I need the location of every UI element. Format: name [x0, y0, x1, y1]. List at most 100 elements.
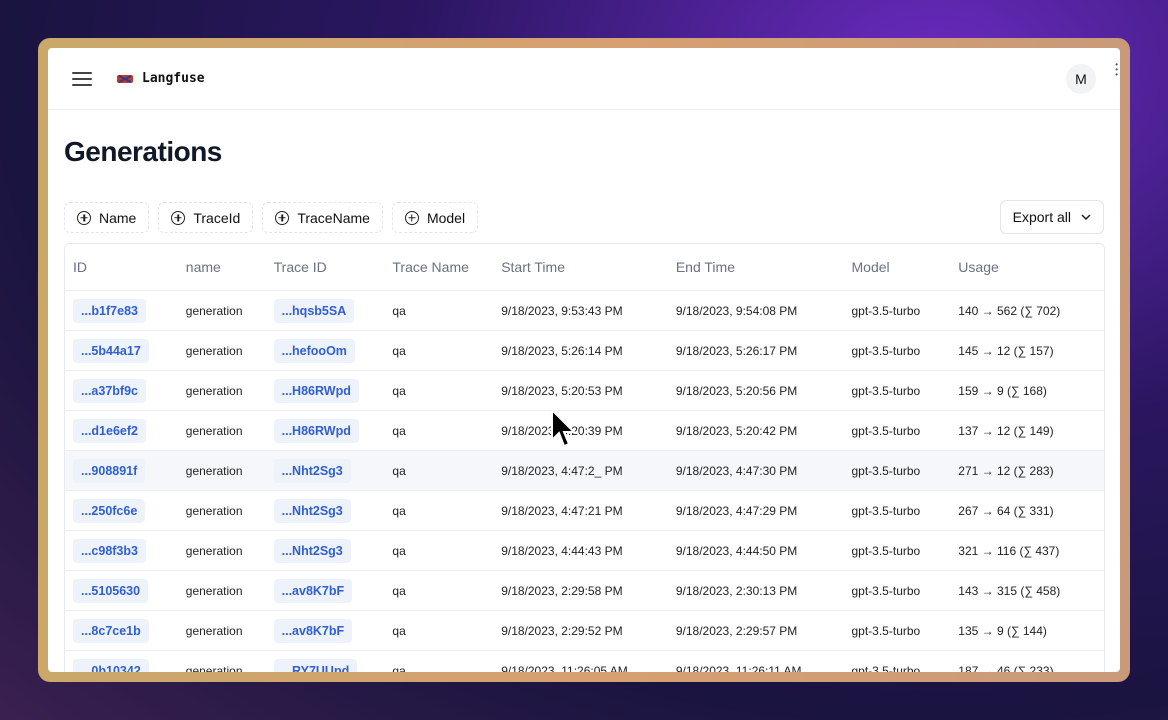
filter-name-button[interactable]: Name — [64, 202, 150, 233]
filter-tracename-button[interactable]: TraceName — [262, 202, 383, 233]
top-bar: Langfuse M — [48, 48, 1120, 110]
table-cell: qa — [392, 343, 406, 358]
column-header[interactable]: Usage — [958, 259, 999, 275]
trace-id-link[interactable]: ...Nht2Sg3 — [273, 458, 351, 483]
table-cell: qa — [392, 383, 406, 398]
table-cell: 9/18/2023, 5:20:42 PM — [675, 423, 798, 438]
table-cell: qa — [392, 423, 406, 438]
column-header[interactable]: ID — [73, 259, 87, 275]
column-header[interactable]: name — [185, 259, 221, 275]
generation-id-link[interactable]: ...a37bf9c — [73, 378, 146, 403]
export-label: Export all — [1012, 209, 1071, 225]
column-header[interactable]: Trace Name — [392, 259, 469, 275]
window-more-icon[interactable]: • • • — [1115, 60, 1118, 79]
generation-id-link[interactable]: ...b1f7e83 — [73, 298, 146, 323]
table-cell: 9/18/2023, 5:20:56 PM — [675, 383, 798, 398]
table-cell: gpt-3.5-turbo — [851, 383, 921, 398]
column-header[interactable]: End Time — [675, 259, 735, 275]
table-row[interactable]: ...0b10342 generation ...RY7UUpd qa 9/18/202… — [65, 651, 1104, 672]
table-cell: generation — [185, 663, 243, 673]
table-cell: 9/18/2023, 9:54:08 PM — [675, 303, 798, 318]
table-cell: 9/18/2023, 2:29:52 PM — [501, 623, 623, 638]
table-cell: 9/18/2023, 4:47:2_ PM — [501, 463, 623, 478]
trace-id-link[interactable]: ...av8K7bF — [273, 578, 353, 603]
trace-id-link[interactable]: ...av8K7bF — [273, 618, 353, 643]
table-cell: 143 → 315 (∑ 458) — [958, 583, 1061, 598]
generation-id-link[interactable]: ...8c7ce1b — [73, 618, 149, 643]
table-cell: generation — [185, 303, 243, 318]
export-all-button[interactable]: Export all — [999, 200, 1104, 234]
filter-label: TraceId — [193, 209, 241, 226]
brand-name[interactable]: Langfuse — [142, 71, 205, 86]
table-cell: qa — [392, 543, 406, 558]
generation-id-link[interactable]: ...0b10342 — [73, 658, 149, 672]
table-cell: 9/18/2023, 9:53:43 PM — [501, 303, 623, 318]
trace-id-link[interactable]: ...hefooOm — [273, 338, 355, 363]
table-row[interactable]: ...8c7ce1b generation ...av8K7bF qa 9/18/202… — [65, 611, 1104, 651]
table-cell: generation — [185, 463, 243, 478]
table-cell: 9/18/2023, 4:47:30 PM — [675, 463, 798, 478]
generation-id-link[interactable]: ...5105630 — [73, 578, 149, 603]
menu-icon[interactable] — [72, 71, 92, 86]
table-cell: 159 → 9 (∑ 168) — [958, 383, 1047, 398]
table-cell: 145 → 12 (∑ 157) — [958, 343, 1054, 358]
table-cell: qa — [392, 463, 406, 478]
mouse-cursor-icon — [551, 408, 577, 448]
column-header[interactable]: Trace ID — [273, 259, 327, 275]
table-row[interactable]: ...d1e6ef2 generation ...H86RWpd qa 9/18/202… — [65, 411, 1104, 451]
table-cell: 271 → 12 (∑ 283) — [958, 463, 1054, 478]
table-cell: generation — [185, 343, 243, 358]
table-cell: gpt-3.5-turbo — [851, 303, 921, 318]
table-cell: 9/18/2023, 4:47:21 PM — [501, 503, 623, 518]
table-cell: 135 → 9 (∑ 144) — [958, 623, 1047, 638]
filter-label: TraceName — [297, 209, 370, 226]
trace-id-link[interactable]: ...H86RWpd — [273, 378, 359, 403]
column-header[interactable]: Start Time — [501, 259, 565, 275]
trace-id-link[interactable]: ...H86RWpd — [273, 418, 359, 443]
table-cell: 187 → 46 (∑ 233) — [958, 663, 1054, 673]
trace-id-link[interactable]: ...Nht2Sg3 — [273, 498, 351, 523]
table-cell: gpt-3.5-turbo — [851, 423, 921, 438]
generation-id-link[interactable]: ...908891f — [73, 458, 146, 483]
table-cell: 140 → 562 (∑ 702) — [958, 303, 1061, 318]
table-cell: generation — [185, 623, 243, 638]
table-cell: gpt-3.5-turbo — [851, 503, 921, 518]
table-cell: 9/18/2023, 11:26:11 AM — [675, 663, 802, 673]
trace-id-link[interactable]: ...Nht2Sg3 — [273, 538, 351, 563]
generation-id-link[interactable]: ...d1e6ef2 — [73, 418, 146, 443]
table-cell: qa — [392, 583, 406, 598]
table-row[interactable]: ...b1f7e83 generation ...hqsb5SA qa 9/18/202… — [65, 291, 1104, 331]
generation-id-link[interactable]: ...5b44a17 — [73, 338, 149, 363]
trace-id-link[interactable]: ...hqsb5SA — [273, 298, 355, 323]
trace-id-link[interactable]: ...RY7UUpd — [273, 658, 358, 672]
table-cell: generation — [185, 423, 243, 438]
table-cell: 9/18/2023, 5:20:53 PM — [501, 383, 623, 398]
table-cell: gpt-3.5-turbo — [851, 623, 921, 638]
table-cell: 9/18/2023, 4:44:43 PM — [501, 543, 623, 558]
app-window: • • • Langfuse M Generations Name TraceId Tr… — [48, 48, 1120, 672]
langfuse-logo-icon — [117, 74, 133, 83]
table-row[interactable]: ...5b44a17 generation ...hefooOm qa 9/18/202… — [65, 331, 1104, 371]
table-row[interactable]: ...908891f generation ...Nht2Sg3 qa 9/18/202… — [65, 451, 1104, 491]
generation-id-link[interactable]: ...250fc6e — [73, 498, 146, 523]
table-cell: gpt-3.5-turbo — [851, 663, 921, 673]
table-row[interactable]: ...c98f3b3 generation ...Nht2Sg3 qa 9/18/202… — [65, 531, 1104, 571]
table-cell: 9/18/2023, 11:26:05 AM — [501, 663, 628, 673]
filter-traceid-button[interactable]: TraceId — [158, 202, 254, 233]
table-row[interactable]: ...a37bf9c generation ...H86RWpd qa 9/18/202… — [65, 371, 1104, 411]
table-row[interactable]: ...250fc6e generation ...Nht2Sg3 qa 9/18/202… — [65, 491, 1104, 531]
avatar[interactable]: M — [1066, 63, 1096, 94]
table-cell: 9/18/2023, 2:29:58 PM — [501, 583, 623, 598]
filter-model-button[interactable]: Model — [391, 202, 479, 233]
column-header[interactable]: Model — [851, 259, 890, 275]
table-cell: 9/18/2023, 5:20:39 PM — [501, 423, 623, 438]
table-cell: 9/18/2023, 4:47:29 PM — [675, 503, 798, 518]
filter-label: Name — [99, 209, 137, 226]
table-row[interactable]: ...5105630 generation ...av8K7bF qa 9/18/202… — [65, 571, 1104, 611]
filter-label: Model — [426, 209, 466, 226]
table-cell: 9/18/2023, 5:26:17 PM — [675, 343, 798, 358]
table-cell: qa — [392, 663, 406, 673]
generation-id-link[interactable]: ...c98f3b3 — [73, 538, 146, 563]
plus-circle-icon — [77, 210, 91, 225]
table-cell: qa — [392, 623, 406, 638]
